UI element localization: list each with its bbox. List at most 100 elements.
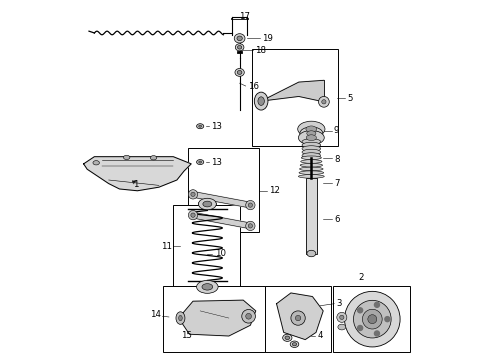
Text: 13: 13 xyxy=(211,158,222,167)
Ellipse shape xyxy=(191,192,195,197)
Ellipse shape xyxy=(179,315,182,321)
Ellipse shape xyxy=(368,315,377,324)
Polygon shape xyxy=(179,300,256,336)
Ellipse shape xyxy=(150,156,157,160)
Ellipse shape xyxy=(238,45,242,49)
Ellipse shape xyxy=(235,44,244,51)
Ellipse shape xyxy=(202,284,213,290)
Text: 1: 1 xyxy=(133,180,138,189)
Ellipse shape xyxy=(353,300,391,338)
Circle shape xyxy=(358,308,363,313)
Ellipse shape xyxy=(237,71,242,75)
Bar xyxy=(163,286,265,352)
Ellipse shape xyxy=(254,92,268,110)
Text: 16: 16 xyxy=(248,82,259,91)
Ellipse shape xyxy=(234,34,245,43)
Ellipse shape xyxy=(295,315,301,321)
Circle shape xyxy=(374,302,379,307)
Ellipse shape xyxy=(245,314,251,319)
Ellipse shape xyxy=(188,211,197,220)
Text: 13: 13 xyxy=(211,122,222,131)
Ellipse shape xyxy=(300,127,323,140)
Bar xyxy=(333,286,410,352)
Text: 9: 9 xyxy=(334,126,339,135)
Ellipse shape xyxy=(245,201,255,210)
Text: 19: 19 xyxy=(262,34,273,43)
Ellipse shape xyxy=(344,291,400,347)
Text: 10: 10 xyxy=(215,249,225,258)
Ellipse shape xyxy=(322,100,326,104)
Ellipse shape xyxy=(176,312,185,324)
Ellipse shape xyxy=(337,312,347,322)
Ellipse shape xyxy=(245,221,255,230)
Ellipse shape xyxy=(307,131,316,136)
Ellipse shape xyxy=(299,167,323,171)
Ellipse shape xyxy=(203,201,212,207)
Ellipse shape xyxy=(306,126,317,132)
Text: 4: 4 xyxy=(318,332,323,341)
Ellipse shape xyxy=(299,171,324,175)
Ellipse shape xyxy=(199,161,201,163)
Text: 17: 17 xyxy=(239,12,250,21)
Ellipse shape xyxy=(318,96,329,107)
Ellipse shape xyxy=(293,343,296,346)
Bar xyxy=(252,49,338,146)
Ellipse shape xyxy=(196,280,218,293)
Text: 18: 18 xyxy=(255,46,266,55)
Ellipse shape xyxy=(302,142,320,148)
Ellipse shape xyxy=(363,309,382,329)
Ellipse shape xyxy=(290,341,299,347)
Ellipse shape xyxy=(302,146,320,152)
Ellipse shape xyxy=(307,250,316,257)
Text: 2: 2 xyxy=(358,273,364,282)
Ellipse shape xyxy=(298,131,324,145)
Bar xyxy=(265,286,331,352)
Polygon shape xyxy=(261,80,324,102)
Ellipse shape xyxy=(196,159,204,165)
Ellipse shape xyxy=(302,149,320,155)
Ellipse shape xyxy=(302,153,320,158)
Ellipse shape xyxy=(235,68,245,76)
Polygon shape xyxy=(193,192,251,208)
Ellipse shape xyxy=(197,283,218,291)
Ellipse shape xyxy=(191,213,195,217)
Bar xyxy=(173,205,240,286)
Text: 8: 8 xyxy=(334,155,340,164)
Circle shape xyxy=(385,317,390,321)
Text: 7: 7 xyxy=(334,179,340,188)
Ellipse shape xyxy=(93,161,99,165)
Ellipse shape xyxy=(291,311,305,325)
Text: 15: 15 xyxy=(181,332,193,341)
Ellipse shape xyxy=(283,334,292,341)
FancyBboxPatch shape xyxy=(306,178,317,253)
Ellipse shape xyxy=(248,203,252,207)
Text: 5: 5 xyxy=(347,94,353,103)
Text: 3: 3 xyxy=(337,299,342,308)
Ellipse shape xyxy=(285,336,290,339)
Text: 11: 11 xyxy=(161,242,172,251)
Ellipse shape xyxy=(306,135,317,140)
Ellipse shape xyxy=(338,324,346,330)
Ellipse shape xyxy=(298,121,325,137)
Circle shape xyxy=(374,331,379,336)
Ellipse shape xyxy=(237,36,243,41)
Text: 14: 14 xyxy=(150,310,161,319)
Ellipse shape xyxy=(188,190,197,199)
Ellipse shape xyxy=(298,175,324,178)
Ellipse shape xyxy=(123,155,130,159)
Ellipse shape xyxy=(302,139,320,144)
Ellipse shape xyxy=(198,200,216,208)
Ellipse shape xyxy=(242,310,255,323)
Polygon shape xyxy=(276,293,323,339)
Polygon shape xyxy=(84,157,191,191)
Ellipse shape xyxy=(199,125,201,127)
Polygon shape xyxy=(193,212,251,229)
Text: 6: 6 xyxy=(334,215,340,224)
Ellipse shape xyxy=(248,224,252,228)
Text: 12: 12 xyxy=(270,186,280,195)
Ellipse shape xyxy=(198,198,216,210)
Ellipse shape xyxy=(300,163,322,167)
Circle shape xyxy=(358,325,363,330)
Ellipse shape xyxy=(196,124,204,129)
Ellipse shape xyxy=(258,97,265,105)
